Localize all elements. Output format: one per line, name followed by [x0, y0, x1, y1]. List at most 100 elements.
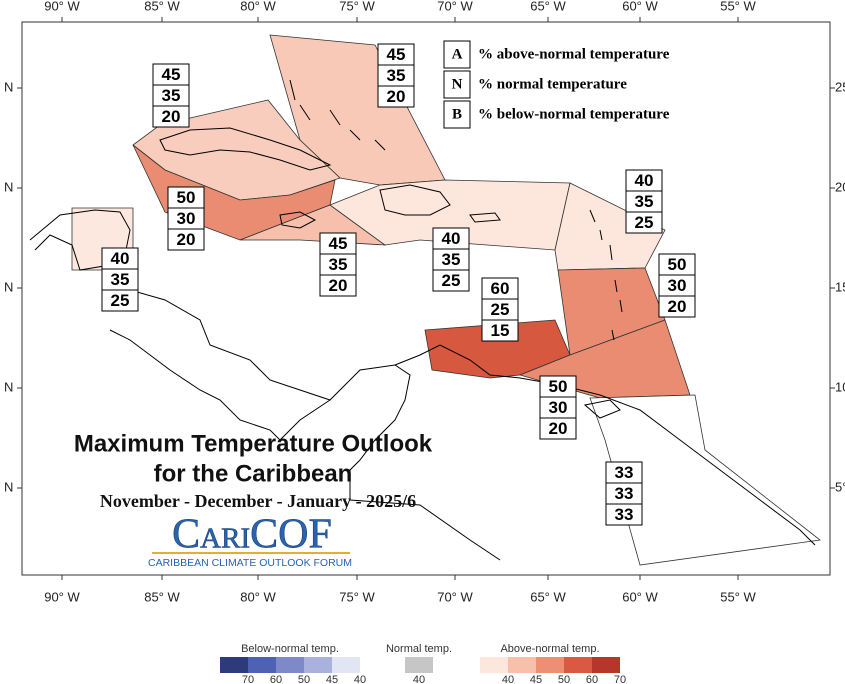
colorbar-swatch [592, 657, 620, 673]
probability: 40 [635, 171, 654, 190]
probability: 33 [615, 505, 634, 524]
key-box [443, 100, 471, 129]
probability-cell [658, 295, 696, 318]
key-box [443, 70, 471, 99]
probability: 15 [491, 321, 510, 340]
probability-cell [101, 289, 139, 312]
key-letter: A [452, 46, 463, 62]
lon-label-bottom: 85° W [144, 589, 180, 604]
lon-label-bottom: 90° W [44, 589, 80, 604]
probability: 20 [162, 107, 181, 126]
colorbar: Below-normal temp. 70 60 50 45 40 Normal temp.… [220, 643, 626, 684]
colorbar-label: 40 [413, 674, 425, 684]
colorbar-label: 60 [270, 674, 282, 684]
logo-subtitle: CARIBBEAN CLIMATE OUTLOOK FORUM [148, 557, 352, 569]
probability: 20 [329, 276, 348, 295]
lon-label-bottom: 80° W [240, 589, 276, 604]
colorbar-title: Above-normal temp. [500, 643, 599, 655]
probability: 40 [442, 229, 461, 248]
probability: 35 [162, 86, 181, 105]
colorbar-label: 50 [298, 674, 310, 684]
key-text: % above-normal temperature [478, 46, 670, 62]
lat-label-left: N [4, 179, 13, 194]
lon-label-top: 70° W [437, 0, 473, 13]
probability: 25 [491, 300, 510, 319]
key-text: % normal temperature [478, 76, 627, 92]
colorbar-label: 45 [530, 674, 542, 684]
colorbar-swatch [220, 657, 248, 673]
colorbar-swatch [536, 657, 564, 673]
lon-label-top: 90° W [44, 0, 80, 13]
probability: 35 [111, 270, 130, 289]
lat-label-right: 20 [835, 179, 845, 194]
colorbar-swatch [276, 657, 304, 673]
probability: 30 [177, 209, 196, 228]
probability-cell [539, 417, 577, 440]
colorbar-title: Normal temp. [386, 643, 452, 655]
probability: 35 [329, 255, 348, 274]
probability: 45 [329, 234, 348, 253]
lat-label-right: 25 [835, 79, 845, 94]
probability: 33 [615, 463, 634, 482]
lon-label-top: 60° W [622, 0, 658, 13]
lat-label-left: N [4, 479, 13, 494]
lat-label-right: 15 [835, 279, 845, 294]
colorbar-label: 70 [614, 674, 626, 684]
colorbar-title: Below-normal temp. [241, 643, 339, 655]
region [589, 394, 821, 566]
probability-boxes: 45 35 20 45 35 20 50 30 20 45 35 20 40 35 25 40 35 25 40 35… [101, 43, 696, 526]
title-line-2: for the Caribbean [154, 460, 353, 487]
probability: 30 [549, 398, 568, 417]
probability-cell [319, 274, 357, 297]
lon-label-bottom: 70° W [437, 589, 473, 604]
lon-label-top: 80° W [240, 0, 276, 13]
colorbar-label: 60 [586, 674, 598, 684]
probability: 45 [162, 65, 181, 84]
probability: 60 [491, 279, 510, 298]
probability: 25 [442, 271, 461, 290]
period: November - December - January - 2025/6 [100, 491, 416, 511]
axes: 90° W 85° W 80° W 75° W 70° W 65° W 60° W 55° W… [4, 0, 845, 604]
probability: 35 [442, 250, 461, 269]
probability: 25 [111, 291, 130, 310]
lon-label-bottom: 65° W [530, 589, 566, 604]
probability-cell [152, 105, 190, 128]
colorbar-swatch [508, 657, 536, 673]
lon-label-bottom: 75° W [339, 589, 375, 604]
colorbar-label: 50 [558, 674, 570, 684]
probability: 20 [668, 297, 687, 316]
legend: A % above-normal temperature N % normal tem… [443, 40, 670, 129]
colorbar-label: 40 [354, 674, 366, 684]
probability: 35 [635, 192, 654, 211]
probability: 50 [549, 377, 568, 396]
colorbar-label: 70 [242, 674, 254, 684]
colorbar-swatch [405, 657, 433, 673]
colorbar-label: 40 [502, 674, 514, 684]
probability: 20 [177, 230, 196, 249]
lat-label-left: N [4, 379, 13, 394]
probability: 40 [111, 249, 130, 268]
probability: 50 [177, 188, 196, 207]
colorbar-swatch [248, 657, 276, 673]
probability-cell [481, 319, 519, 342]
key-box [443, 40, 471, 69]
title-line-1: Maximum Temperature Outlook [74, 430, 433, 457]
probability-cell [625, 211, 663, 234]
key-letter: N [452, 76, 463, 92]
probability: 45 [387, 45, 406, 64]
probability-cell [377, 85, 415, 108]
lon-label-top: 55° W [720, 0, 756, 13]
probability: 30 [668, 276, 687, 295]
probability: 20 [387, 87, 406, 106]
probability: 20 [549, 419, 568, 438]
probability: 50 [668, 255, 687, 274]
colorbar-label: 45 [326, 674, 338, 684]
lon-label-top: 85° W [144, 0, 180, 13]
probability-cell [432, 269, 470, 292]
lon-label-top: 65° W [530, 0, 566, 13]
logo-name: CariCOF [172, 512, 332, 558]
lon-label-bottom: 60° W [622, 589, 658, 604]
colorbar-swatch [304, 657, 332, 673]
